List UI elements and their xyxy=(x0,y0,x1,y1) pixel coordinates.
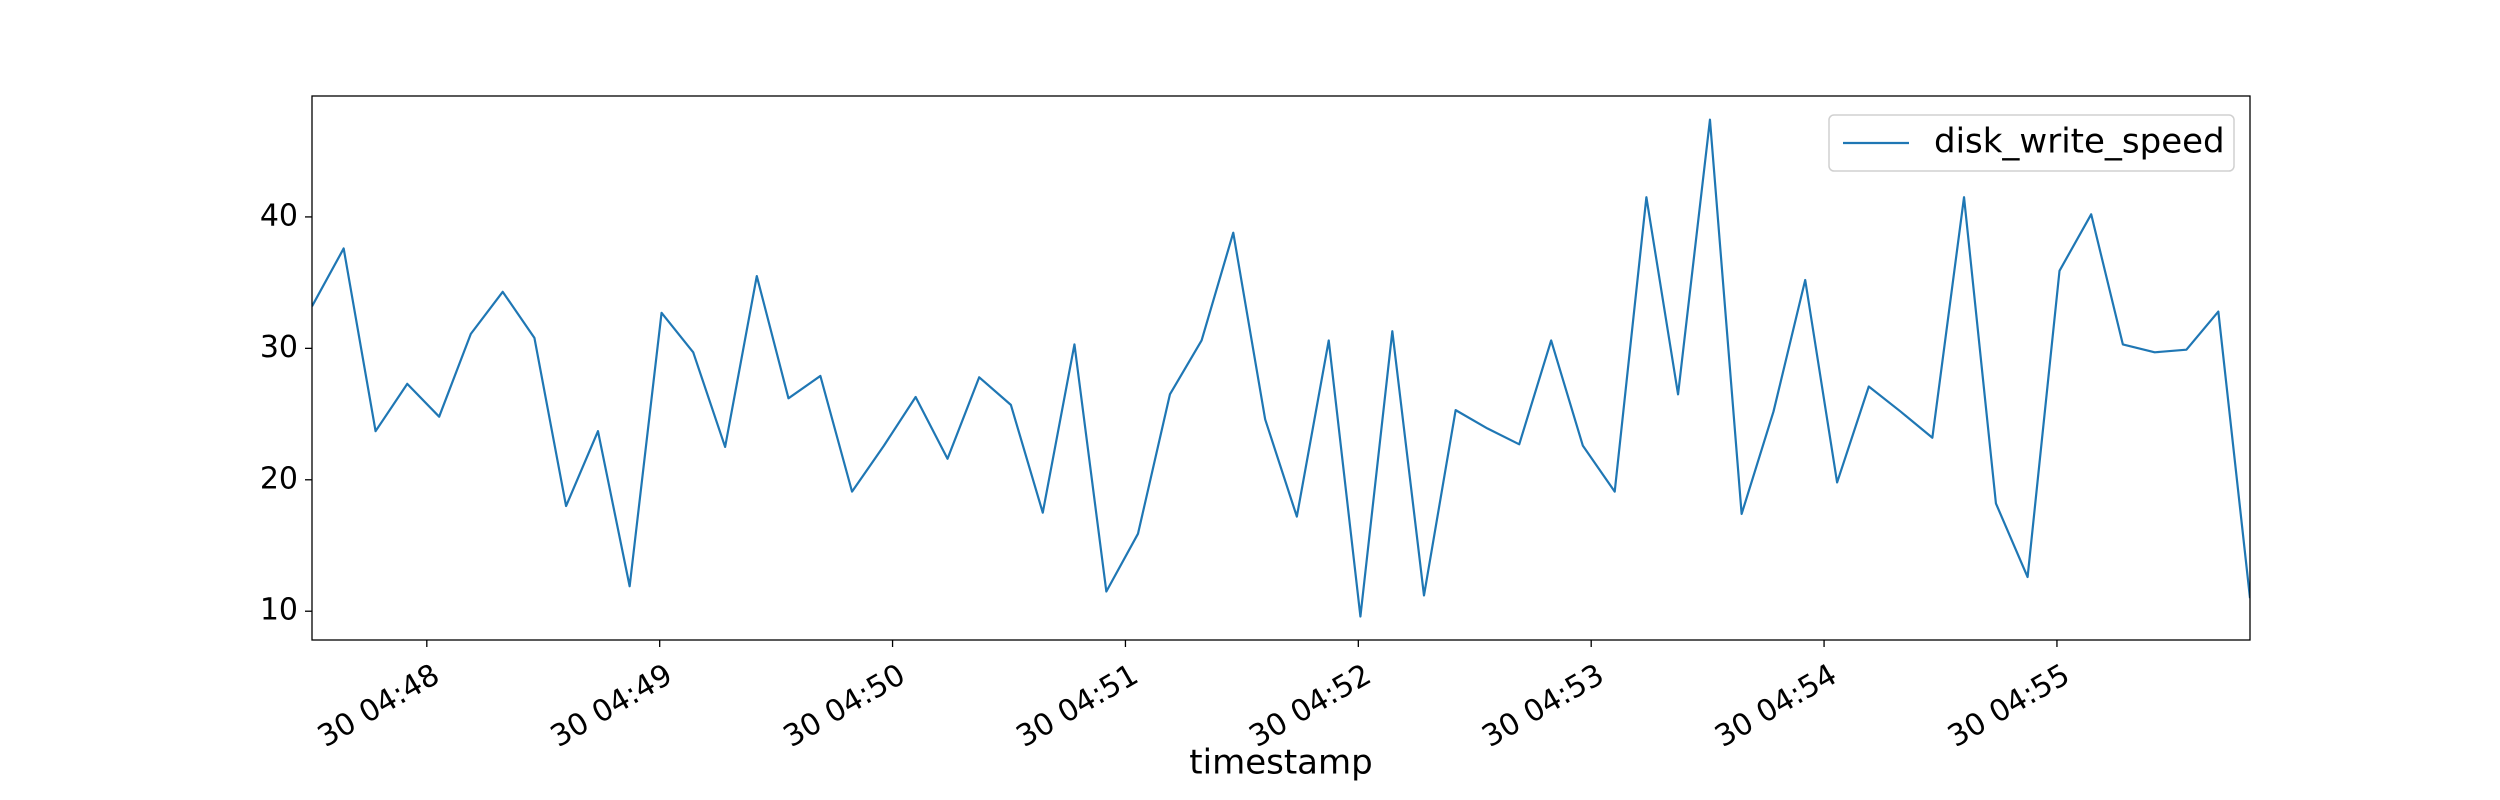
x-tick-label: 30 04:55 xyxy=(1942,657,2076,754)
x-tick-label: 30 04:52 xyxy=(1243,657,1377,754)
legend-label: disk_write_speed xyxy=(1934,122,2225,162)
y-tick-label: 40 xyxy=(260,198,298,233)
y-tick-label: 10 xyxy=(260,593,298,628)
plot-frame xyxy=(311,95,2251,641)
x-tick-label: 30 04:54 xyxy=(1709,657,1843,754)
x-tick-label: 30 04:53 xyxy=(1476,657,1610,754)
x-tick-label: 30 04:48 xyxy=(312,657,446,754)
x-tick-label: 30 04:49 xyxy=(545,657,679,754)
data-line xyxy=(312,118,2250,618)
x-tick-label: 30 04:51 xyxy=(1011,657,1145,754)
x-axis-label: timestamp xyxy=(1189,743,1372,783)
legend-box xyxy=(1828,114,2235,172)
x-tick-label: 30 04:50 xyxy=(778,657,912,754)
y-tick-label: 30 xyxy=(260,330,298,365)
y-tick-label: 20 xyxy=(260,461,298,496)
